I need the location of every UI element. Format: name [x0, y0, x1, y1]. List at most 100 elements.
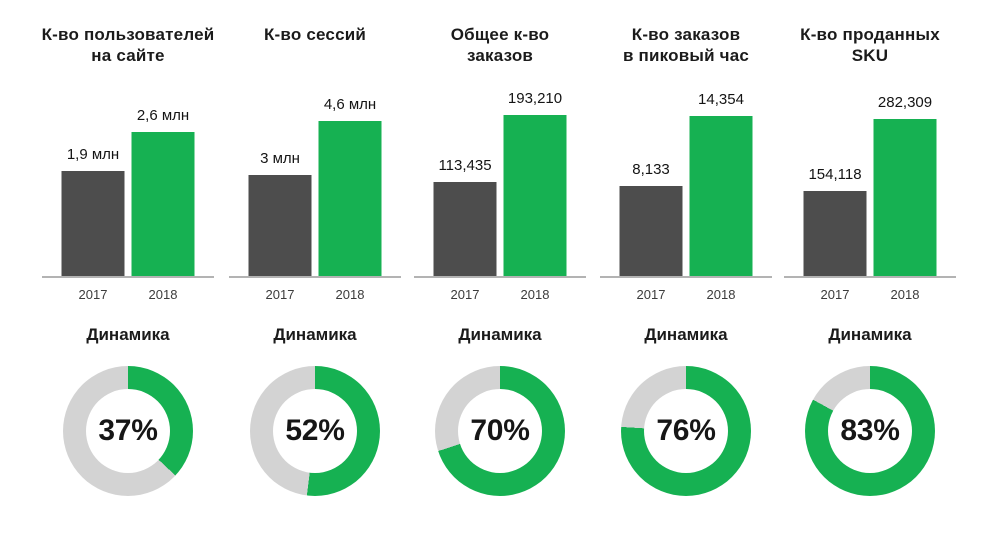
metric-title-line1: К-во заказов: [631, 25, 741, 44]
bar-group: 113,435 193,210: [433, 90, 567, 277]
bar-2017: [619, 186, 683, 277]
x-axis-line: [600, 276, 772, 278]
metric-title-line2: в пиковый час: [622, 46, 750, 66]
bar-wrap-2018: 282,309: [873, 94, 937, 277]
bar-chart: 3 млн 4,6 млн 2017 2018: [222, 0, 408, 302]
bar-group: 154,118 282,309: [803, 94, 937, 277]
x-tick-2017: 2017: [820, 287, 850, 302]
x-tick-2018: 2018: [335, 287, 365, 302]
x-axis-ticks: 2017 2018: [434, 287, 567, 302]
donut-hole: 70%: [458, 389, 542, 473]
dynamics-donut-gauge: 37%: [63, 366, 193, 496]
bar-2018: [689, 116, 753, 277]
bar-wrap-2018: 193,210: [503, 90, 567, 277]
bar-value-label-2017: 1,9 млн: [66, 146, 120, 163]
dynamics-percent: 37%: [98, 414, 158, 447]
bar-value-label-2018: 193,210: [507, 90, 563, 107]
bar-wrap-2017: 1,9 млн: [61, 146, 125, 277]
x-tick-2017: 2017: [636, 287, 666, 302]
bar-2018: [318, 121, 382, 277]
bar-wrap-2017: 3 млн: [248, 150, 312, 277]
metric-title-line2: SKU: [851, 46, 889, 66]
dynamics-percent: 52%: [285, 414, 345, 447]
bar-2018: [873, 119, 937, 277]
bar-chart: 8,133 14,354 2017 2018: [593, 0, 779, 302]
dynamics-title: Динамика: [644, 325, 728, 344]
bar-value-label-2017: 3 млн: [260, 150, 300, 167]
bar-chart: 1,9 млн 2,6 млн 2017 2018: [35, 0, 221, 302]
dynamics-title: Динамика: [458, 325, 542, 344]
dynamics-percent: 76%: [656, 414, 716, 447]
bar-group: 3 млн 4,6 млн: [248, 96, 382, 277]
kpi-column-site-users: К-во пользователей на сайте 1,9 млн 2,6 …: [35, 0, 221, 542]
x-axis-line: [784, 276, 956, 278]
kpi-column-sessions: К-во сессий 3 млн 4,6 млн 2017 2018 Дина…: [222, 0, 408, 542]
metric-title-line2: на сайте: [91, 46, 165, 66]
bar-2017: [248, 175, 312, 277]
bar-wrap-2017: 113,435: [433, 157, 497, 277]
x-tick-2017: 2017: [78, 287, 108, 302]
x-tick-2018: 2018: [148, 287, 178, 302]
x-axis-ticks: 2017 2018: [249, 287, 382, 302]
x-axis-ticks: 2017 2018: [804, 287, 937, 302]
kpi-column-total-orders: Общее к-во заказов 113,435 193,210 2017 …: [407, 0, 593, 542]
dynamics-title: Динамика: [273, 325, 357, 344]
x-axis-line: [229, 276, 401, 278]
bar-wrap-2018: 4,6 млн: [318, 96, 382, 277]
bar-value-label-2018: 4,6 млн: [323, 96, 377, 113]
bar-value-label-2017: 154,118: [808, 166, 862, 183]
bar-group: 1,9 млн 2,6 млн: [61, 107, 195, 277]
bar-chart: 154,118 282,309 2017 2018: [777, 0, 963, 302]
x-tick-2018: 2018: [890, 287, 920, 302]
donut-hole: 52%: [273, 389, 357, 473]
metric-title: К-во заказов в пиковый час: [585, 24, 787, 67]
metric-title: К-во проданных SKU: [769, 24, 971, 67]
metric-title: К-во сессий: [214, 24, 416, 45]
bar-value-label-2018: 282,309: [877, 94, 933, 111]
donut-hole: 83%: [828, 389, 912, 473]
metric-title-line1: К-во сессий: [263, 25, 367, 44]
dynamics-donut-gauge: 76%: [621, 366, 751, 496]
dynamics-donut-gauge: 70%: [435, 366, 565, 496]
bar-wrap-2018: 14,354: [689, 91, 753, 277]
x-tick-2017: 2017: [265, 287, 295, 302]
x-tick-2017: 2017: [450, 287, 480, 302]
metric-title-line2: заказов: [466, 46, 534, 66]
dynamics-donut-gauge: 52%: [250, 366, 380, 496]
bar-value-label-2018: 2,6 млн: [136, 107, 190, 124]
x-tick-2018: 2018: [520, 287, 550, 302]
bar-2017: [433, 182, 497, 277]
dynamics-title: Динамика: [86, 325, 170, 344]
dynamics-percent: 83%: [840, 414, 900, 447]
metric-title: Общее к-во заказов: [399, 24, 601, 67]
bar-2017: [61, 171, 125, 277]
dynamics-percent: 70%: [470, 414, 530, 447]
metric-title-line1: К-во пользователей: [41, 25, 215, 44]
bar-value-label-2017: 113,435: [438, 157, 492, 174]
x-axis-line: [42, 276, 214, 278]
donut-hole: 76%: [644, 389, 728, 473]
bar-2018: [131, 132, 195, 277]
bar-2018: [503, 115, 567, 277]
metric-title-line1: К-во проданных: [800, 25, 940, 44]
bar-value-label-2018: 14,354: [698, 91, 744, 108]
kpi-column-sold-sku: К-во проданных SKU 154,118 282,309 2017 …: [777, 0, 963, 542]
kpi-column-peak-hour-orders: К-во заказов в пиковый час 8,133 14,354 …: [593, 0, 779, 542]
bar-group: 8,133 14,354: [619, 91, 753, 277]
dynamics-title: Динамика: [828, 325, 912, 344]
bar-wrap-2017: 154,118: [803, 166, 867, 277]
bar-wrap-2017: 8,133: [619, 161, 683, 277]
x-tick-2018: 2018: [706, 287, 736, 302]
donut-hole: 37%: [86, 389, 170, 473]
x-axis-ticks: 2017 2018: [62, 287, 195, 302]
bar-chart: 113,435 193,210 2017 2018: [407, 0, 593, 302]
dynamics-donut-gauge: 83%: [805, 366, 935, 496]
bar-value-label-2017: 8,133: [632, 161, 670, 178]
metric-title-line1: Общее к-во: [450, 25, 550, 44]
metric-title: К-во пользователей на сайте: [27, 24, 229, 67]
x-axis-line: [414, 276, 586, 278]
bar-2017: [803, 191, 867, 277]
bar-wrap-2018: 2,6 млн: [131, 107, 195, 277]
x-axis-ticks: 2017 2018: [620, 287, 753, 302]
